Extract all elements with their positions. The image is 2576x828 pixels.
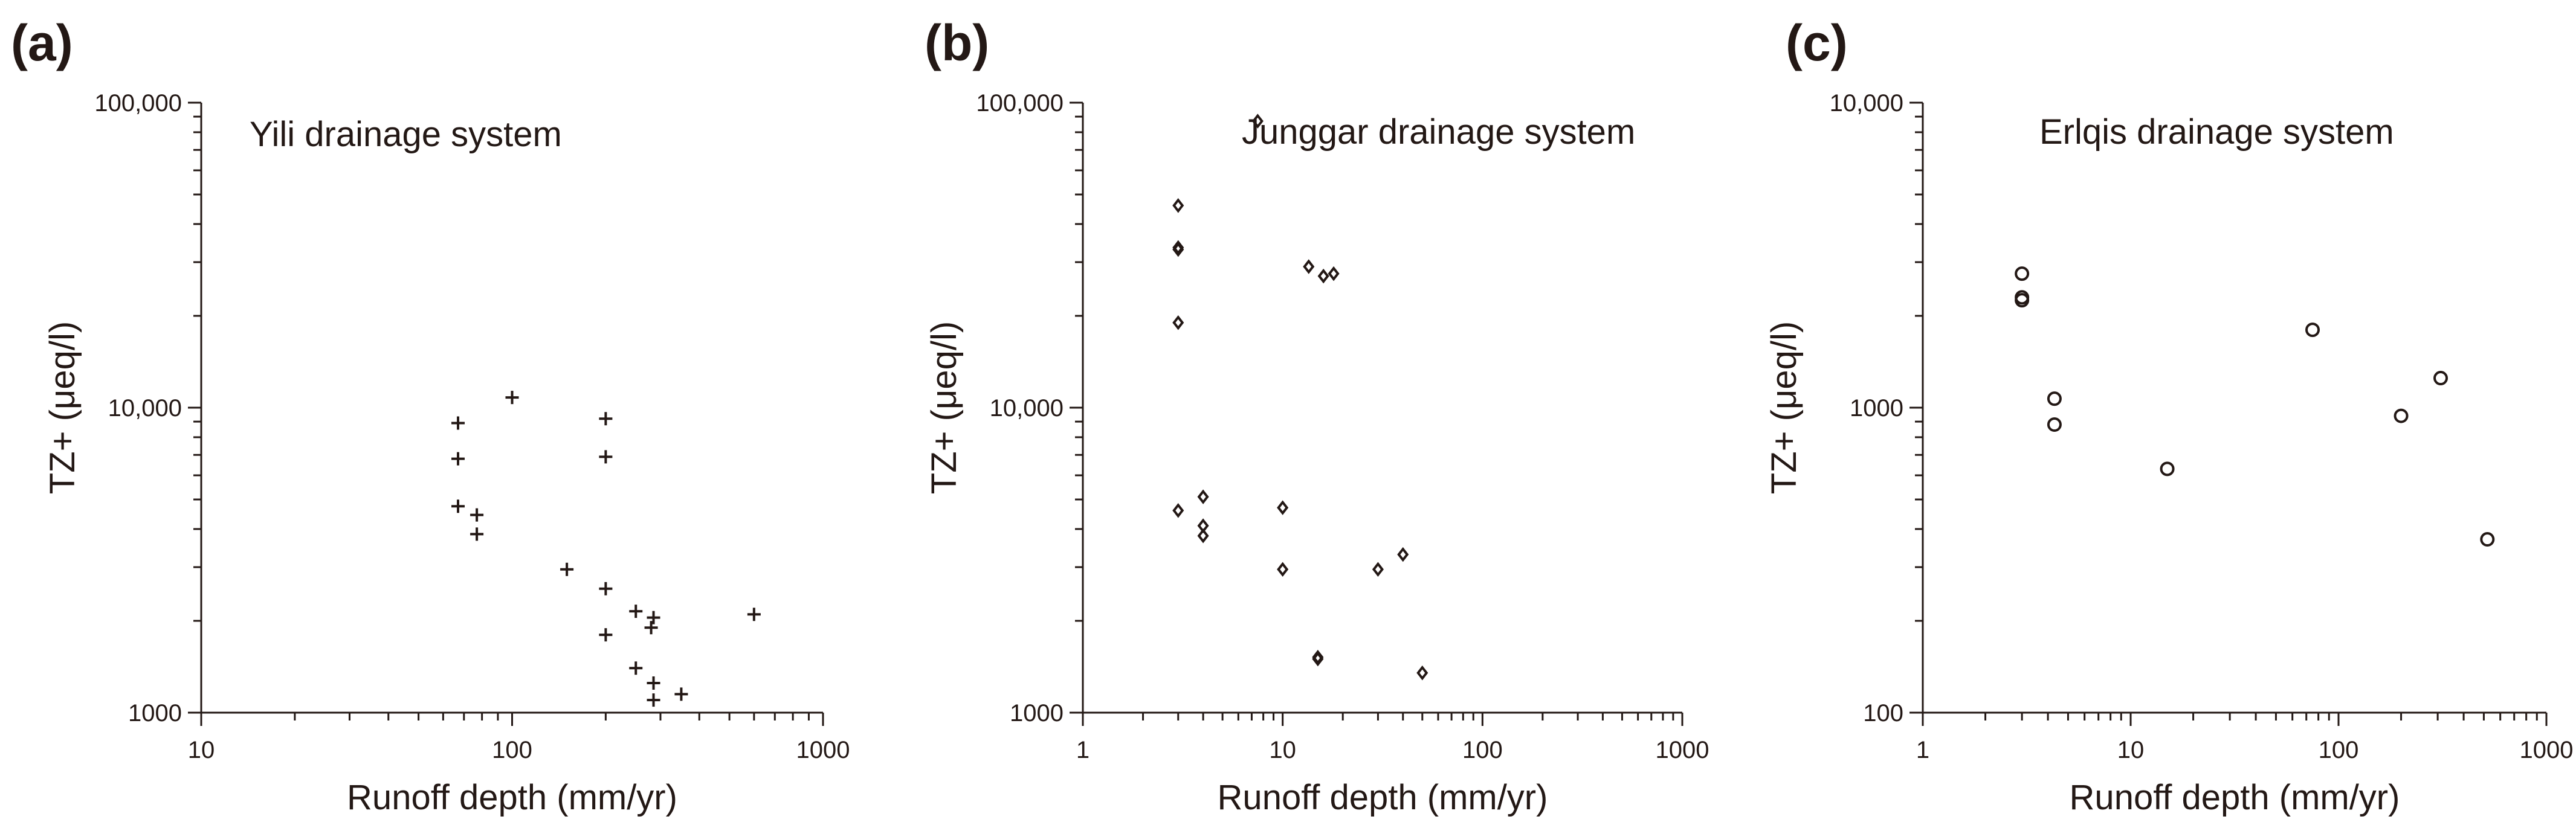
panel-label: (c) <box>1786 14 1848 71</box>
data-point <box>470 527 484 541</box>
data-point <box>2047 391 2062 406</box>
data-point <box>1397 547 1409 562</box>
chart-panel-1: 1000 10,000 100,000 10 100 1000 Runoff depth (… <box>11 14 850 817</box>
data-point <box>674 687 688 701</box>
data-point <box>1197 489 1209 504</box>
data-point <box>470 508 484 522</box>
y-tick-label: 100,000 <box>94 90 182 117</box>
x-tick-label: 100 <box>492 737 532 763</box>
data-point <box>505 391 519 405</box>
data-point <box>2305 323 2320 338</box>
data-point <box>1303 259 1315 274</box>
data-point <box>599 412 613 426</box>
chart-title: Yili drainage system <box>250 115 562 154</box>
data-point <box>599 582 613 595</box>
data-point <box>1277 500 1289 515</box>
y-tick-label: 10,000 <box>1830 90 1903 117</box>
data-point <box>2160 461 2175 477</box>
data-point <box>747 608 761 621</box>
x-tick-label: 100 <box>1462 737 1503 763</box>
chart-panel-2: 1000 10,000 100,000 1 10 100 1000 Runoff depth … <box>925 14 1709 817</box>
chart-title: Junggar drainage system <box>1242 112 1635 152</box>
data-point <box>647 611 660 624</box>
x-axis-title: Runoff depth (mm/yr) <box>347 778 677 817</box>
data-point <box>1416 665 1428 681</box>
data-point <box>1277 562 1289 577</box>
data-point <box>647 676 660 690</box>
data-point <box>2015 293 2030 308</box>
y-tick-label: 100 <box>1863 700 1903 727</box>
data-point <box>2394 408 2409 423</box>
x-tick-label: 10 <box>1269 737 1296 763</box>
y-axis-title: TZ+ (μeq/l) <box>925 321 964 494</box>
data-point <box>1328 266 1340 281</box>
x-axis-title: Runoff depth (mm/yr) <box>2070 778 2400 817</box>
x-axis-title: Runoff depth (mm/yr) <box>1218 778 1548 817</box>
data-point <box>1317 268 1329 284</box>
x-tick-label: 10 <box>188 737 215 763</box>
x-tick-label: 1000 <box>2520 737 2574 763</box>
data-point <box>451 416 465 430</box>
data-point <box>629 661 643 675</box>
chart-panel-3: 100 1000 10,000 1 10 100 1000 Runoff depth (mm/… <box>1764 14 2573 817</box>
data-point <box>2015 266 2030 281</box>
data-point <box>2433 371 2448 386</box>
y-tick-label: 10,000 <box>108 395 182 422</box>
data-point <box>1372 562 1384 577</box>
y-tick-label: 1000 <box>1850 395 1903 422</box>
data-point <box>1172 503 1184 518</box>
y-axis-title: TZ+ (μeq/l) <box>1764 321 1804 494</box>
y-tick-label: 1000 <box>128 700 182 727</box>
data-point <box>1197 528 1209 544</box>
x-tick-label: 100 <box>2319 737 2359 763</box>
data-point <box>1172 242 1184 257</box>
data-point <box>1312 649 1324 665</box>
data-point <box>647 693 660 707</box>
x-tick-label: 1000 <box>1656 737 1709 763</box>
data-point <box>1251 114 1264 129</box>
x-tick-label: 1 <box>1076 737 1089 763</box>
y-tick-label: 100,000 <box>976 90 1064 117</box>
data-point <box>1172 240 1184 255</box>
data-point <box>2047 417 2062 432</box>
data-point <box>644 621 658 635</box>
x-tick-label: 10 <box>2117 737 2145 763</box>
data-point <box>560 562 574 576</box>
data-point <box>451 452 465 466</box>
data-point <box>599 628 613 642</box>
data-point <box>629 605 643 618</box>
data-point <box>599 450 613 464</box>
chart-title: Erlqis drainage system <box>2039 112 2394 152</box>
x-tick-label: 1 <box>1916 737 1929 763</box>
y-tick-label: 1000 <box>1010 700 1064 727</box>
data-point <box>1172 198 1184 213</box>
data-point <box>1172 315 1184 330</box>
y-axis-title: TZ+ (μeq/l) <box>43 321 82 494</box>
panel-label: (b) <box>925 14 989 71</box>
data-point <box>2480 532 2495 547</box>
panel-label: (a) <box>11 14 73 71</box>
data-point <box>451 499 465 513</box>
y-tick-label: 10,000 <box>990 395 1064 422</box>
x-tick-label: 1000 <box>796 737 850 763</box>
